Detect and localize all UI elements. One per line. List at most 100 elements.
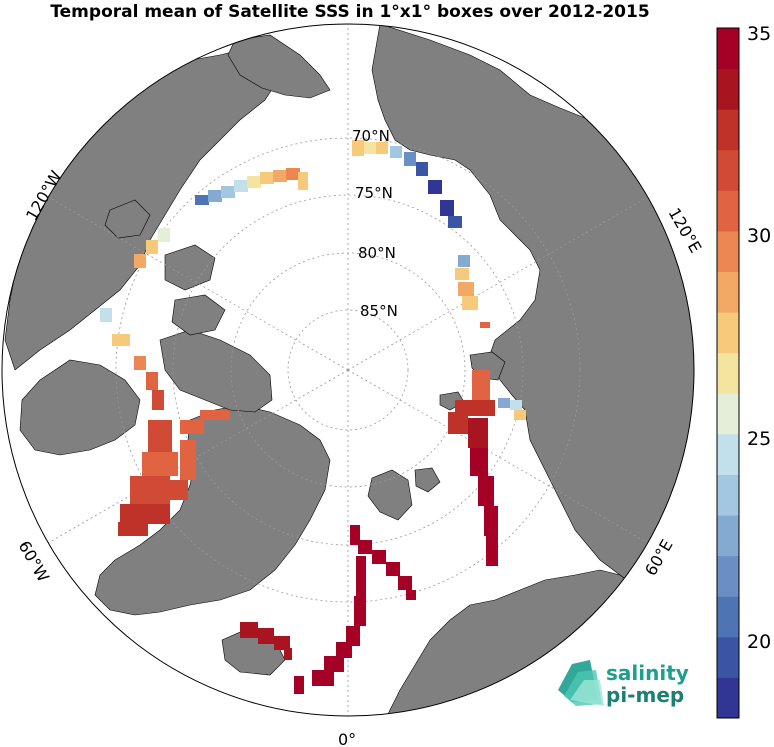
sss-box [336,642,352,658]
land-baffin-island [19,359,141,456]
sss-box [152,390,164,410]
colorbar-segment [717,393,739,435]
sss-box [260,172,274,184]
sss-box [448,216,462,228]
sss-box [273,170,287,182]
colorbar-segment [717,28,739,70]
sss-box [440,200,454,216]
logo-line2: pi-mep [606,683,684,707]
sss-box [284,648,292,660]
land-svalbard-small [414,467,441,493]
sss-box [146,240,158,254]
sss-box [354,596,366,626]
land-alaska-coast [227,34,331,99]
sss-box [352,140,364,156]
sss-box [468,418,488,448]
sss-box [146,372,158,390]
sss-box [390,146,402,158]
sss-box [358,540,372,554]
sss-box [247,176,261,188]
sss-box [312,670,334,686]
lat-label-80: 80°N [358,244,396,262]
colorbar-segment [717,555,739,597]
sss-box [142,452,178,476]
sss-box [398,576,412,590]
sss-box [195,195,209,205]
salinity-pimep-logo: salinity pi-mep [558,660,689,707]
sss-box [148,420,172,452]
colorbar-segment [717,312,739,354]
colorbar-segment [717,474,739,516]
sss-box [428,180,442,194]
sss-box [234,180,248,192]
sss-box [100,308,112,322]
sss-box [472,370,490,400]
graticule [47,24,649,716]
lat-label-75: 75°N [355,184,393,202]
sss-box [180,420,204,434]
colorbar-frame [716,27,740,719]
colorbar-segment [717,230,739,273]
sss-box [286,168,300,180]
sss-box [458,282,474,296]
sss-box [158,228,170,242]
sss-box [112,334,130,346]
land-arctic-islands-3 [104,199,151,239]
lat-label-85: 85°N [360,302,398,320]
sss-box [298,172,308,190]
sss-box [346,626,360,646]
colorbar-segment [717,636,739,678]
colorbar-segment [717,68,739,110]
colorbar [717,28,739,719]
colorbar-segment [717,515,739,557]
sss-box [364,142,376,154]
sss-box [294,676,304,694]
sss-box [478,476,494,506]
sss-box [510,400,522,410]
sss-box [200,410,230,420]
sss-box [455,268,469,280]
land-ellesmere [159,329,273,413]
colorbar-tick-30: 30 [747,225,771,247]
colorbar-tick-35: 35 [747,23,771,45]
sss-box [350,525,360,545]
map-title: Temporal mean of Satellite SSS in 1°x1° … [50,2,650,22]
sss-box [376,142,388,154]
sss-box [486,536,498,566]
sss-box [404,152,416,166]
sss-box [118,522,148,536]
sss-box [170,480,188,500]
sss-box [514,410,526,420]
sss-box [498,398,510,408]
sss-box [120,504,170,524]
sss-box [130,476,170,504]
land-greenland [94,404,331,616]
lat-label-70: 70°N [352,127,390,145]
sss-box [274,636,290,650]
colorbar-segment [717,271,739,313]
sss-box [258,628,274,644]
lon-label-0: 0° [338,730,356,747]
colorbar-segment [717,352,739,394]
sss-box [480,322,490,328]
sss-box [416,162,428,176]
land-arctic-islands [164,244,216,291]
sss-box [462,296,478,310]
sss-data-boxes [100,140,526,694]
sss-box [448,412,468,434]
logo-line1: salinity [606,661,689,685]
colorbar-segment [717,109,739,151]
sss-box [208,190,222,202]
sss-box [180,440,196,480]
sss-box [386,562,400,576]
sss-box [134,356,146,370]
sss-box [484,506,498,536]
sss-box [458,255,470,267]
sss-box [372,550,386,564]
sss-box [406,590,416,600]
sss-box [470,448,488,476]
land-svalbard [367,469,413,521]
colorbar-segment [717,596,739,638]
lon-label-60w: 60°W [15,538,54,586]
